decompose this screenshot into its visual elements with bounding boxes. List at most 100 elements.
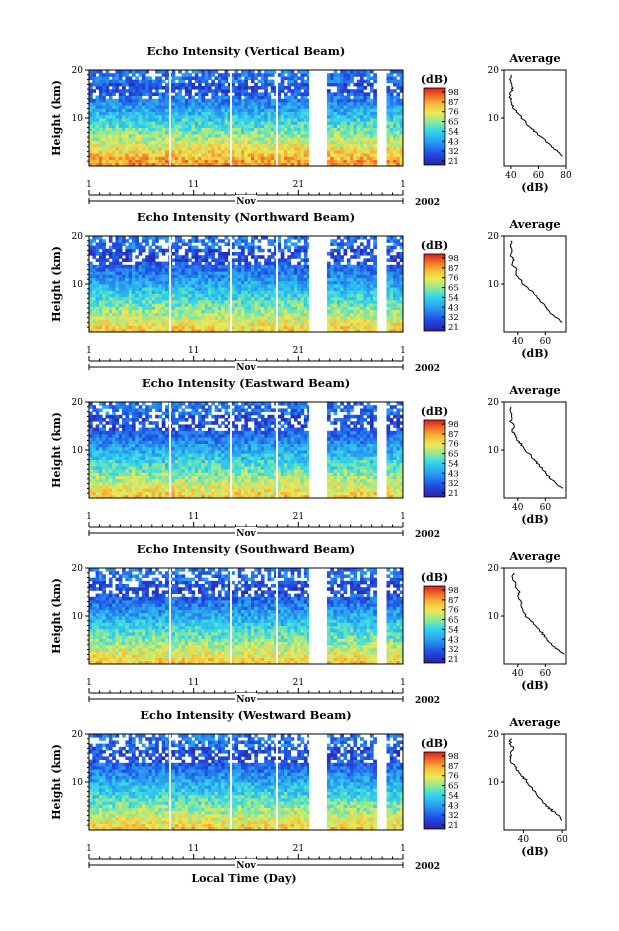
heatmap-cell <box>174 245 179 250</box>
heatmap-cell <box>369 280 374 285</box>
heatmap-cell <box>105 86 110 90</box>
heatmap-cell <box>267 150 272 154</box>
heatmap-cell <box>115 124 120 128</box>
heatmap-cell <box>399 284 404 288</box>
heatmap-cell <box>122 252 126 256</box>
heatmap-cell <box>290 290 295 294</box>
heatmap-cell <box>330 284 334 288</box>
heatmap-cell <box>181 105 186 109</box>
heatmap-cell <box>280 127 285 132</box>
heatmap-cell <box>128 108 133 112</box>
heatmap-cell <box>336 159 341 164</box>
heatmap-cell <box>244 261 249 266</box>
heatmap-cell <box>336 105 341 109</box>
heatmap-cell <box>89 98 93 103</box>
heatmap-cell <box>287 111 292 116</box>
heatmap-cell <box>340 296 344 301</box>
heatmap-cell <box>184 98 189 103</box>
heatmap-cell <box>131 242 136 246</box>
heatmap-cell <box>330 159 334 164</box>
heatmap-cell <box>181 124 186 128</box>
heatmap-cell <box>217 284 222 288</box>
heatmap-cell <box>257 130 262 135</box>
heatmap-cell <box>247 102 252 106</box>
heatmap-cell <box>333 309 338 314</box>
heatmap-cell <box>264 316 268 320</box>
heatmap-cell <box>267 130 272 135</box>
heatmap-cell <box>389 280 394 285</box>
heatmap-cell <box>303 252 308 256</box>
heatmap-cell <box>92 268 97 272</box>
heatmap-cell <box>284 130 288 135</box>
heatmap-cell <box>234 153 239 157</box>
heatmap-cell <box>95 268 100 272</box>
heatmap-cell <box>241 82 245 87</box>
heatmap-cell <box>118 325 123 330</box>
heatmap-cell <box>165 130 169 135</box>
heatmap-cell <box>300 79 305 84</box>
heatmap-cell <box>231 79 235 84</box>
heatmap-cell <box>112 150 116 154</box>
heatmap-cell <box>237 277 242 282</box>
heatmap-cell <box>161 271 166 275</box>
heatmap-cell <box>201 309 206 314</box>
heatmap-cell <box>161 274 166 278</box>
heatmap-cell <box>155 153 159 157</box>
heatmap-cell <box>115 296 120 301</box>
heatmap-cell <box>287 322 292 326</box>
heatmap-cell <box>198 284 202 288</box>
heatmap-cell <box>330 105 334 109</box>
heatmap-cell <box>264 98 268 103</box>
heatmap-cell <box>353 280 358 285</box>
heatmap-cell <box>221 296 225 301</box>
heatmap-cell <box>135 271 139 275</box>
heatmap-cell <box>396 293 401 298</box>
heatmap-cell <box>108 92 113 96</box>
heatmap-cell <box>270 79 275 84</box>
heatmap-cell <box>277 86 282 90</box>
heatmap-cell <box>346 300 351 304</box>
heatmap-cell <box>270 134 275 138</box>
heatmap-cell <box>231 271 235 275</box>
heatmap-cell <box>396 252 401 256</box>
heatmap-cell <box>277 248 282 253</box>
heatmap-cell <box>184 121 189 125</box>
heatmap-cell <box>141 258 146 262</box>
heatmap-cell <box>399 118 404 122</box>
heatmap-cell <box>270 156 275 160</box>
heatmap-cell <box>290 264 295 269</box>
heatmap-cell <box>257 271 262 275</box>
heatmap-cell <box>280 312 285 317</box>
heatmap-cell <box>191 76 196 80</box>
heatmap-cell <box>386 248 391 253</box>
heatmap-cell <box>270 303 275 307</box>
heatmap-cell <box>181 303 186 307</box>
heatmap-cell <box>267 111 272 116</box>
heatmap-cell <box>346 95 351 100</box>
heatmap-cell <box>158 306 163 310</box>
heatmap-cell <box>145 118 149 122</box>
heatmap-cell <box>141 140 146 144</box>
heatmap-cell <box>178 312 182 317</box>
heatmap-cell <box>267 312 272 317</box>
heatmap-cell <box>356 248 361 253</box>
heatmap-cell <box>108 153 113 157</box>
heatmap-cell <box>204 306 209 310</box>
heatmap-cell <box>201 296 206 301</box>
heatmap-cell <box>254 303 258 307</box>
heatmap-cell <box>95 98 100 103</box>
heatmap-cell <box>188 309 192 314</box>
heatmap-cell <box>174 242 179 246</box>
heatmap-cell <box>360 134 364 138</box>
heatmap-cell <box>234 271 239 275</box>
heatmap-cell <box>128 143 133 148</box>
heatmap-cell <box>241 325 245 330</box>
heatmap-cell <box>373 312 377 317</box>
heatmap-cell <box>181 300 186 304</box>
heatmap-cell <box>207 114 212 119</box>
heatmap-cell <box>330 140 334 144</box>
heatmap-cell <box>128 248 133 253</box>
heatmap-cell <box>277 258 282 262</box>
heatmap-cell <box>366 140 371 144</box>
heatmap-cell <box>346 130 351 135</box>
